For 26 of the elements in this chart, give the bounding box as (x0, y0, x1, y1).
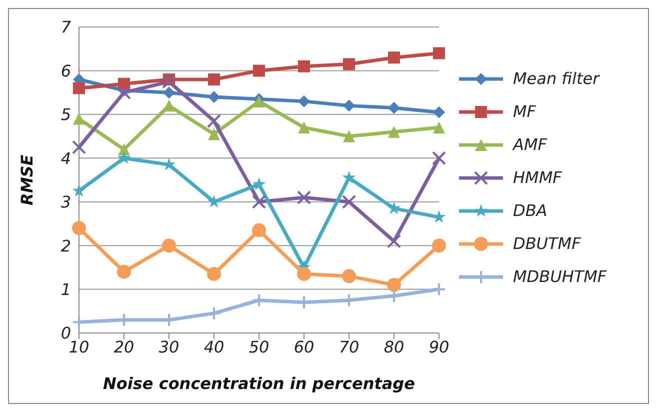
x-tick-label: 50 (248, 337, 270, 356)
x-tick-label: 70 (338, 337, 360, 356)
x-tick-label: 80 (384, 337, 404, 356)
y-tick-label: 0 (60, 324, 71, 343)
legend-label: HMMF (513, 168, 562, 187)
legend-label: Mean filter (513, 69, 600, 88)
legend-label: MF (513, 102, 536, 121)
legend-label: AMF (513, 135, 547, 154)
legend-label: DBA (513, 201, 548, 220)
y-tick-label: 2 (60, 236, 71, 256)
x-tick-label: 90 (428, 337, 450, 356)
y-tick-label: 5 (60, 105, 71, 124)
y-tick-label: 6 (60, 61, 71, 80)
y-tick-label: 1 (60, 280, 71, 299)
x-tick-label: 60 (294, 337, 314, 356)
x-tick-label: 40 (204, 337, 224, 356)
y-axis-title: RMSE (18, 154, 37, 206)
legend-label: DBUTMF (513, 234, 581, 253)
y-tick-label: 4 (60, 148, 71, 168)
x-tick-label: 30 (158, 337, 180, 356)
y-tick-label: 3 (60, 192, 71, 212)
x-tick-label: 10 (68, 337, 90, 356)
y-tick-label: 7 (60, 18, 72, 37)
legend-label: MDBUHTMF (513, 267, 607, 286)
x-axis-title: Noise concentration in percentage (103, 374, 416, 393)
x-tick-label: 20 (114, 337, 134, 356)
